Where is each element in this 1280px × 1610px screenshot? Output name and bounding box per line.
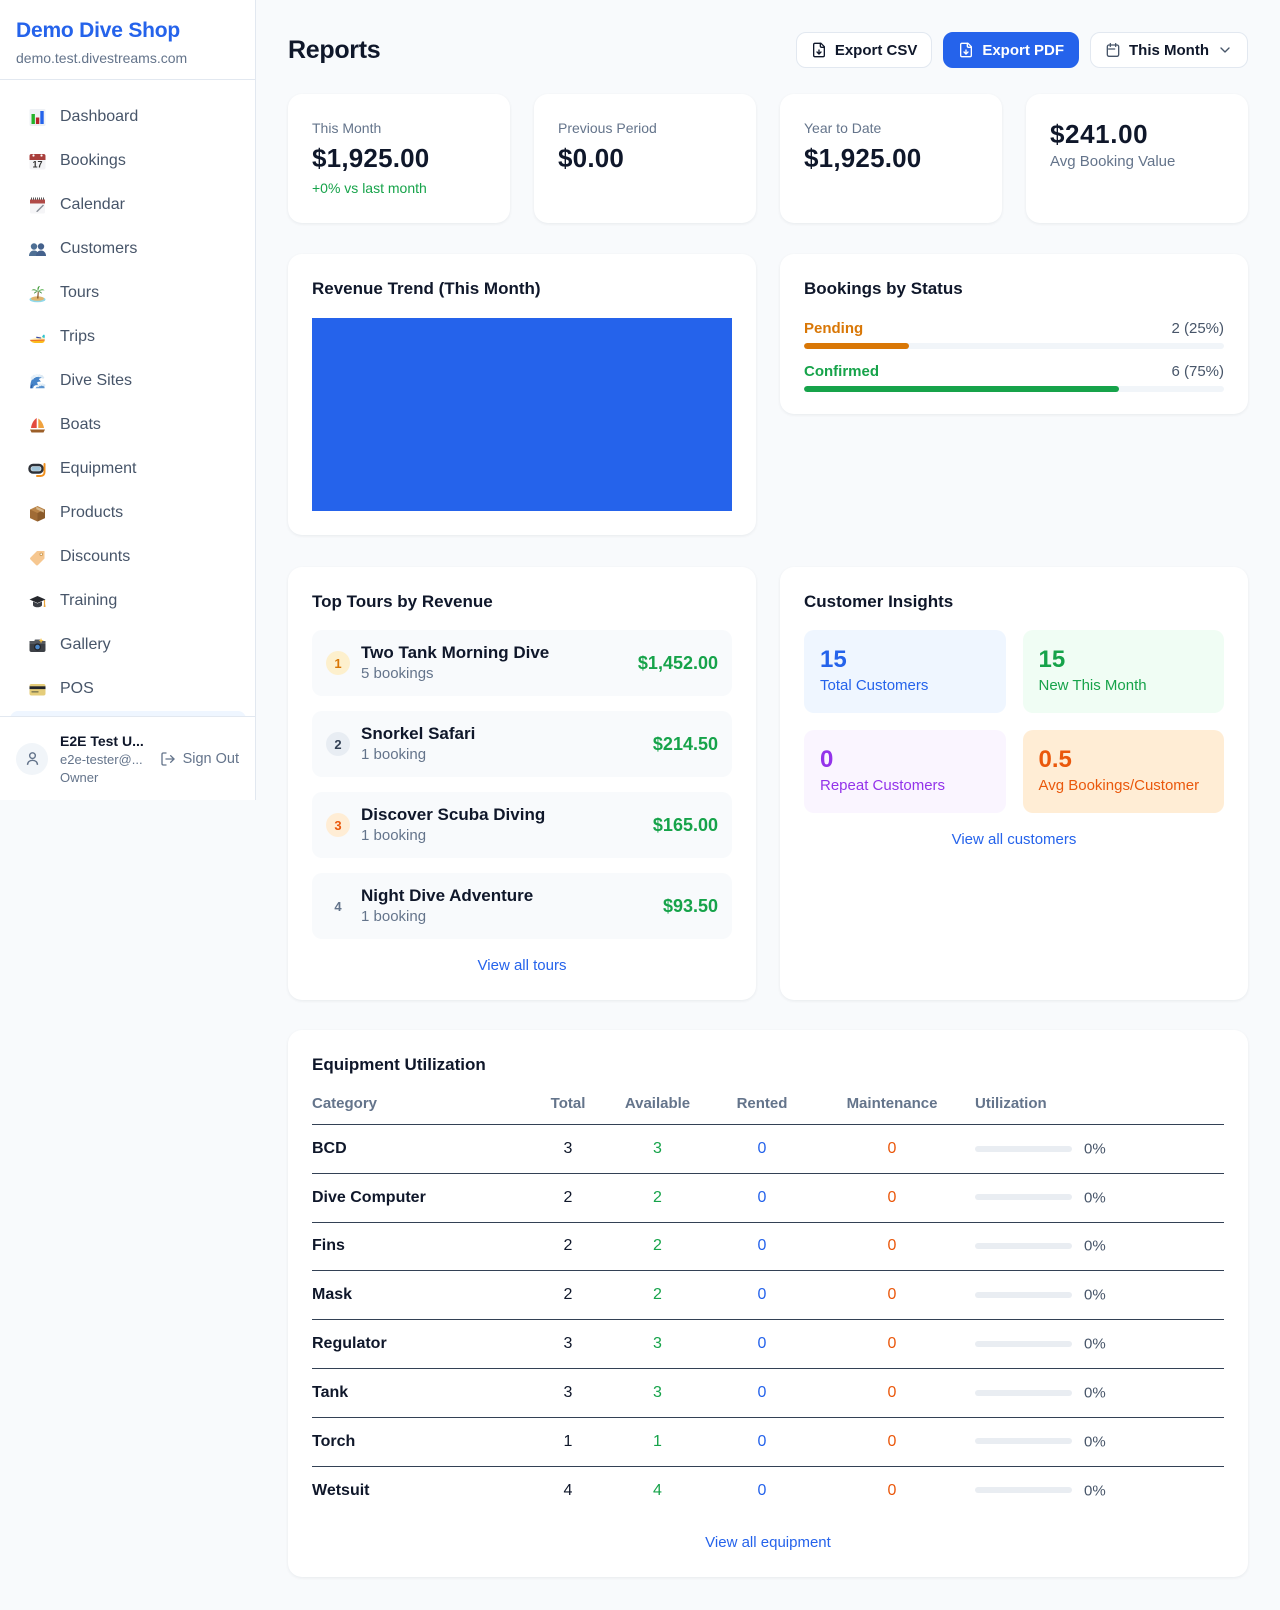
svg-text:17: 17 xyxy=(32,159,42,169)
